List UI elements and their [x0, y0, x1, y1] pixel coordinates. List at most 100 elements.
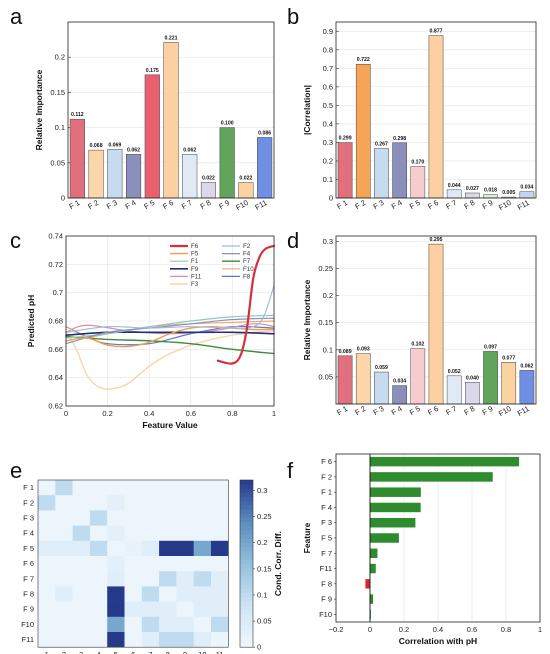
x-tick-label: −0.2: [329, 625, 344, 634]
row-label: F 2: [23, 498, 34, 507]
colorbar-tick-label: 0.05: [257, 617, 272, 626]
colorbar-segment: [240, 643, 253, 648]
col-label: 9: [183, 650, 187, 654]
heatmap-cell: [211, 510, 229, 526]
bar: [483, 194, 498, 199]
heatmap-cell: [141, 495, 160, 511]
heatmap-cell: [141, 601, 160, 618]
heatmap-cell: [159, 632, 177, 648]
y-tick-label: F 4: [321, 503, 332, 512]
legend-label: F7: [243, 258, 251, 265]
colorbar-segment: [240, 588, 253, 594]
data-label: 0.295: [430, 237, 443, 243]
heatmap-cell: [38, 540, 56, 557]
colorbar-segment: [240, 546, 253, 552]
colorbar-segment: [240, 584, 253, 589]
heatmap-cell: [211, 616, 229, 633]
axes-frame: [335, 453, 541, 623]
heatmap-cell: [38, 510, 56, 526]
x-axis-label: Correlation with pH: [399, 636, 477, 646]
heatmap-cell: [72, 495, 91, 511]
heatmap-cell: [89, 601, 108, 618]
colorbar-segment: [240, 492, 253, 498]
bar: [392, 142, 407, 199]
colorbar-segment: [240, 555, 253, 560]
data-label: 0.062: [127, 147, 140, 153]
colorbar-segment: [240, 634, 253, 640]
bar: [392, 385, 407, 405]
heatmap-cell: [107, 510, 125, 526]
heatmap-cell: [124, 480, 143, 496]
legend-label: F1: [191, 258, 199, 265]
y-axis-label: Relative Importance: [302, 279, 312, 360]
heatmap-cell: [211, 556, 229, 572]
heatmap-cell: [193, 556, 212, 572]
colorbar-segment: [240, 496, 253, 502]
bar: [88, 149, 104, 199]
bar: [370, 594, 374, 604]
chart-d: 0.05 0.1 0.15 0.2 0.25 0.3 0.089 F 1 0.093 F 2 0.0…: [302, 235, 537, 418]
x-tick-label: F 6: [426, 198, 440, 211]
col-label: 7: [148, 650, 152, 654]
heatmap-cell: [211, 586, 229, 602]
bar: [370, 548, 378, 559]
heatmap-cell: [193, 525, 212, 542]
bar: [144, 74, 160, 199]
bar: [200, 182, 217, 199]
heatmap-cell: [72, 540, 91, 557]
heatmap-cell: [38, 601, 56, 618]
bar: [428, 243, 444, 405]
heatmap-cell: [176, 540, 194, 557]
heatmap-cell: [211, 632, 229, 648]
heatmap-cell: [107, 601, 125, 618]
x-tick-label: 0.4: [144, 409, 154, 418]
heatmap-cell: [141, 480, 160, 496]
x-tick-label: F 6: [426, 404, 440, 417]
heatmap-cell: [55, 556, 73, 572]
colorbar-segment: [240, 567, 253, 573]
bar: [519, 191, 535, 199]
colorbar-segment: [240, 605, 253, 610]
x-tick-label: F 3: [372, 198, 386, 211]
y-tick-label: 0.7: [323, 64, 333, 73]
heatmap-cell: [159, 480, 177, 496]
heatmap-cell: [176, 556, 194, 572]
colorbar-segment: [240, 601, 253, 606]
heatmap-cell: [124, 632, 143, 648]
col-label: 5: [114, 650, 118, 654]
x-tick-label: F 5: [408, 404, 422, 417]
heatmap-cell: [38, 586, 56, 602]
series-line-f7: [65, 335, 275, 355]
data-label: 0.040: [466, 375, 479, 381]
bar: [370, 517, 416, 528]
x-tick-label: F 9: [217, 198, 231, 211]
heatmap-cell: [72, 510, 91, 526]
heatmap-cell: [124, 556, 143, 572]
heatmap-cell: [176, 495, 194, 511]
bar: [410, 166, 426, 199]
colorbar-tick-label: 0.2: [257, 538, 267, 547]
series-line-f2: [65, 284, 275, 333]
y-tick-label: F 2: [321, 472, 332, 481]
heatmap-cell: [159, 540, 177, 557]
heatmap-cell: [55, 632, 73, 648]
colorbar-segment: [240, 517, 253, 523]
x-tick-label: F 5: [142, 198, 156, 211]
heatmap-cell: [176, 480, 194, 496]
heatmap-cell: [124, 571, 143, 587]
heatmap-cell: [176, 571, 194, 587]
y-tick-label: 0.05: [50, 158, 65, 167]
heatmap-cell: [176, 601, 194, 618]
data-label: 0.022: [239, 176, 252, 182]
series-line-f3: [65, 330, 275, 390]
y-tick-label: 0.15: [50, 88, 65, 97]
heatmap-cell: [38, 616, 56, 633]
colorbar-segment: [240, 534, 253, 539]
bar: [337, 355, 353, 405]
row-label: F 5: [23, 544, 34, 553]
colorbar-segment: [240, 576, 253, 581]
y-tick-label: 0.72: [48, 260, 63, 269]
heatmap-cell: [107, 632, 125, 648]
axes-frame: [65, 235, 275, 407]
x-tick-label: 1: [538, 625, 542, 634]
